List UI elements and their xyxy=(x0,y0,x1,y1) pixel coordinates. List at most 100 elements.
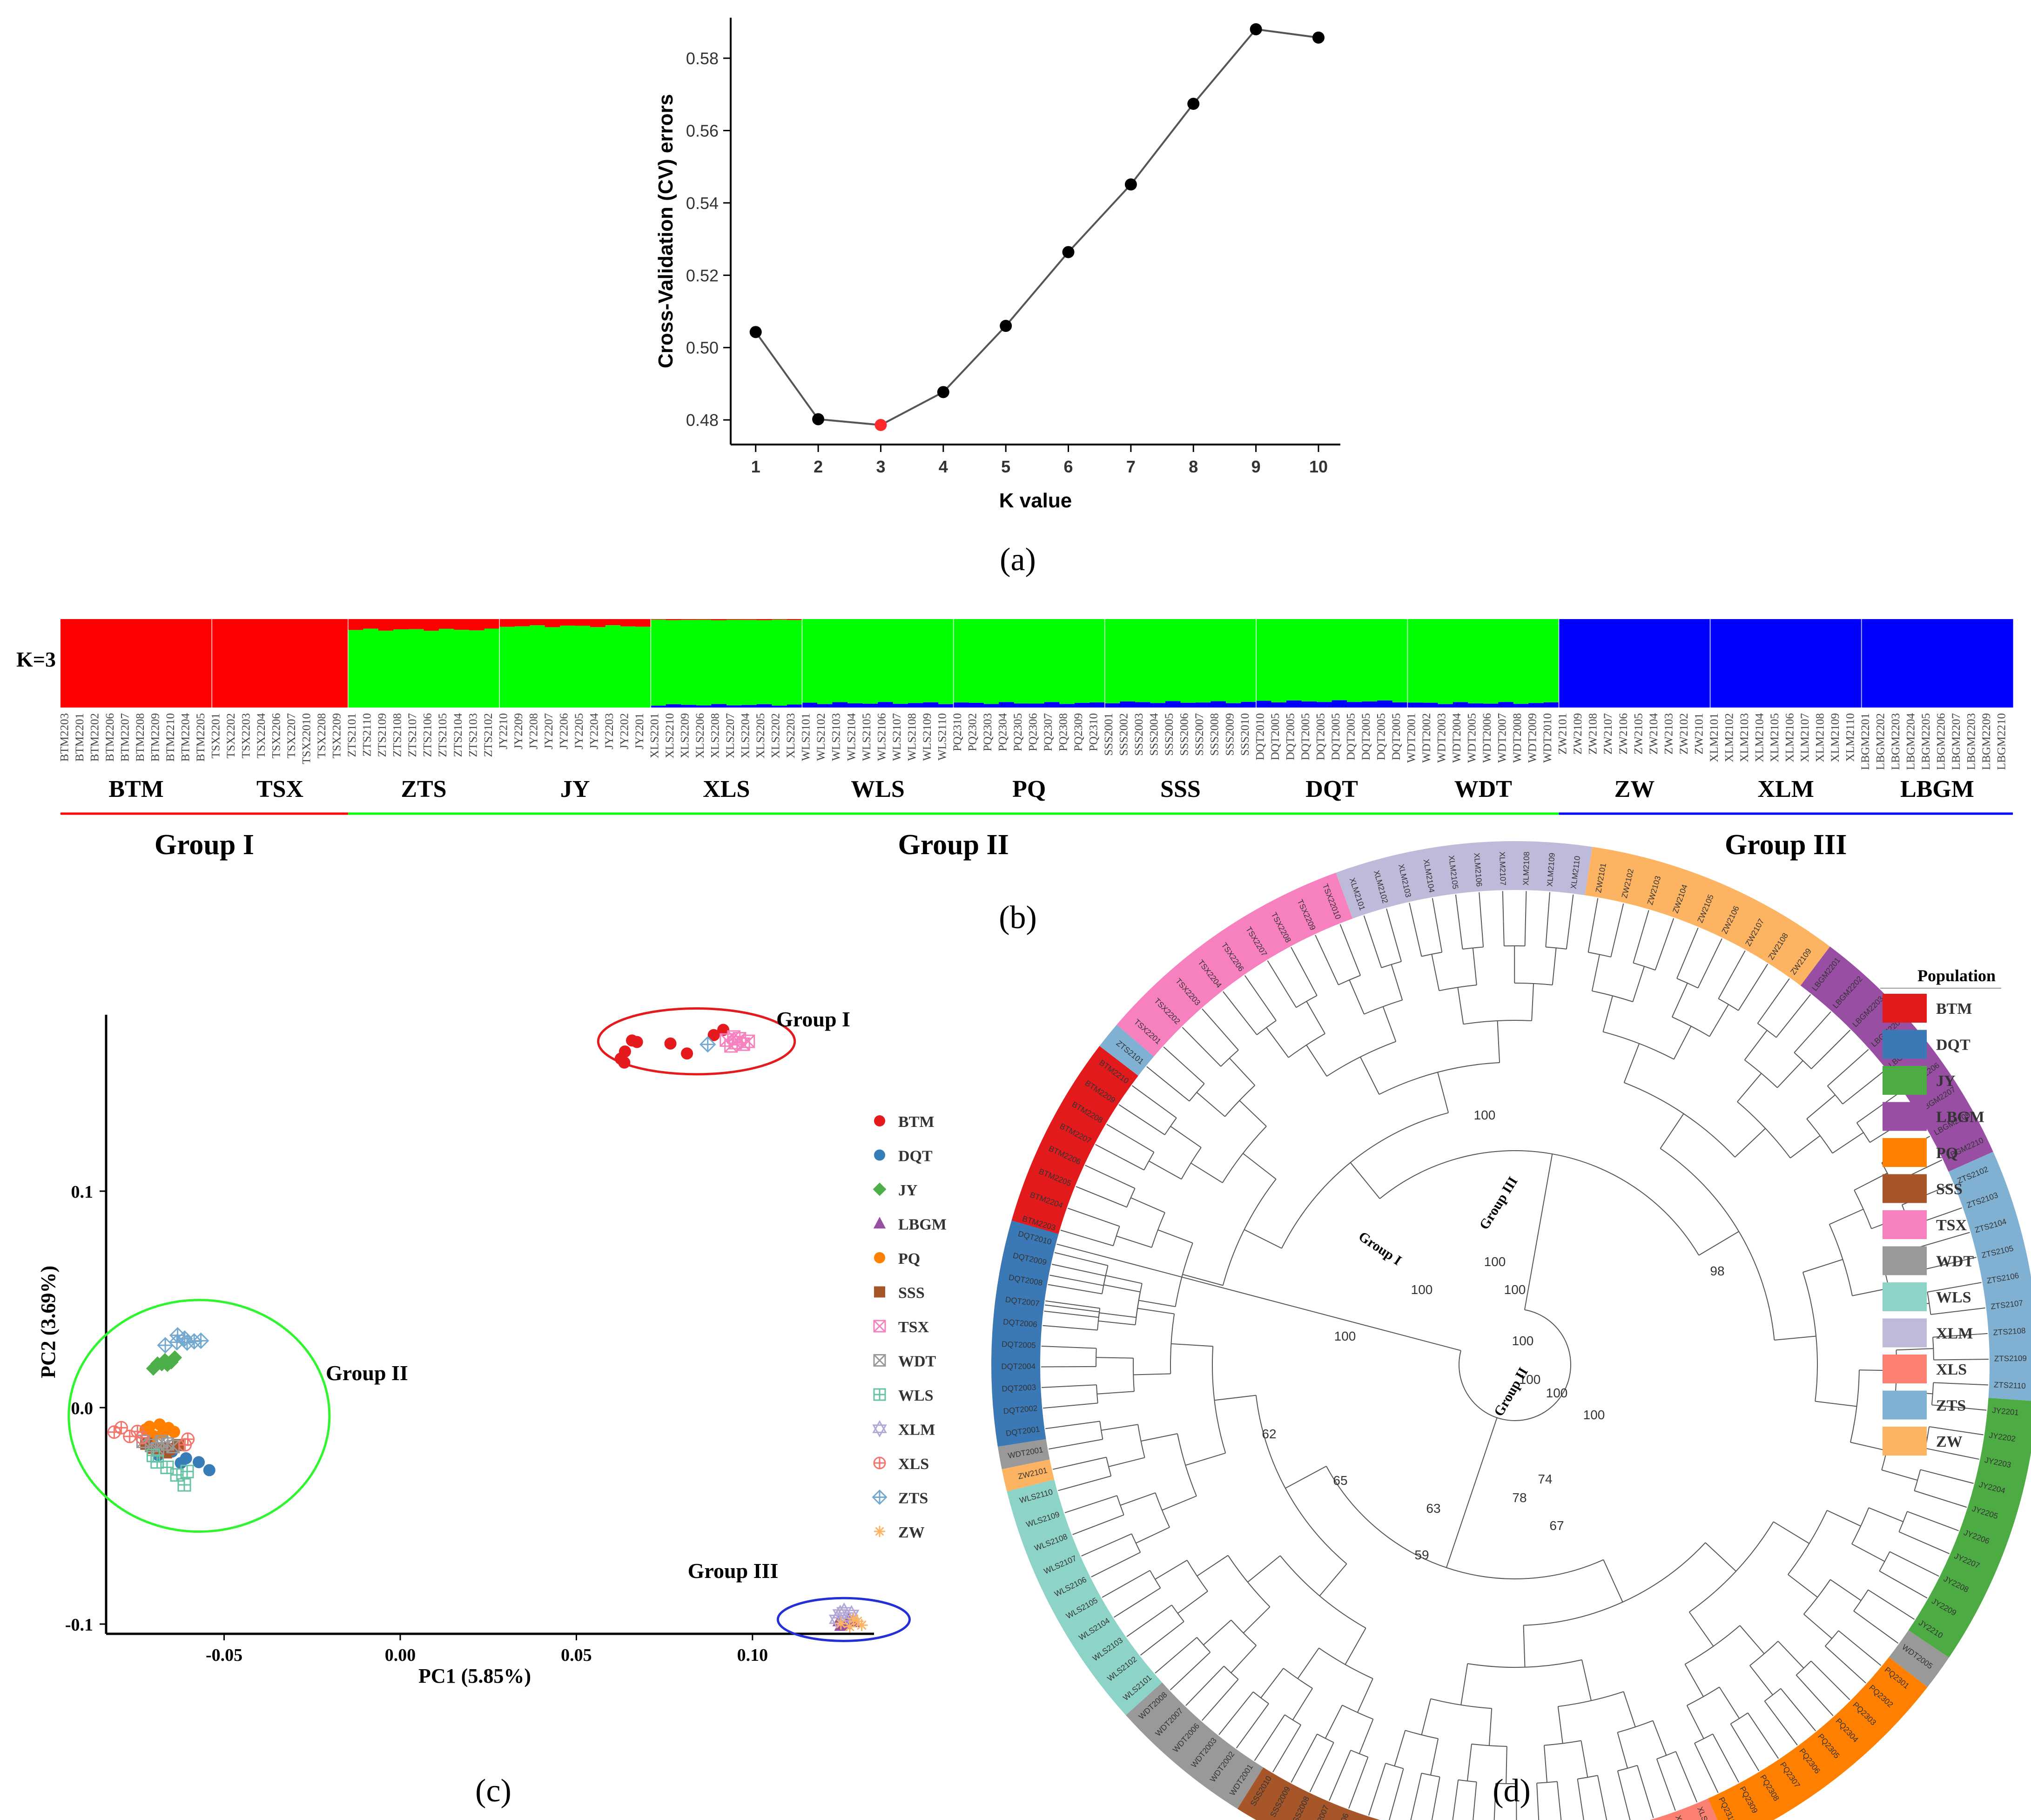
marker-shape xyxy=(874,1252,885,1263)
admix-bar-red xyxy=(711,619,727,620)
admix-bar-green xyxy=(424,631,439,708)
sample-label: LBGM2210 xyxy=(1996,713,2008,770)
pca-point-jy xyxy=(150,1356,165,1371)
tree-branch xyxy=(1777,1060,1803,1088)
tree-branch xyxy=(1933,1573,1939,1577)
tip-label: DQT2005 xyxy=(1002,1340,1036,1350)
x-tick-label: -0.05 xyxy=(206,1645,242,1665)
sample-label: ZW2102 xyxy=(1678,713,1690,755)
y-tick-label: -0.1 xyxy=(65,1615,93,1635)
bootstrap-value: 74 xyxy=(1538,1472,1552,1486)
sample-label: SSS2006 xyxy=(1178,713,1191,756)
admix-bar-blue xyxy=(999,702,1015,708)
admix-bar-blue xyxy=(938,704,954,708)
tree-branch xyxy=(1963,1257,1977,1261)
admix-bar-blue xyxy=(1498,702,1514,708)
admix-bar-blue xyxy=(1150,703,1166,708)
admix-bar-blue xyxy=(741,705,757,708)
tree-branch xyxy=(1953,1528,1959,1531)
legend-label: DQT xyxy=(898,1148,933,1165)
bootstrap-value: 59 xyxy=(1414,1548,1429,1562)
bootstrap-value: 63 xyxy=(1426,1501,1440,1516)
sample-label: WDT2003 xyxy=(1436,713,1448,763)
tree-branch xyxy=(1914,1490,1958,1505)
tree-branch xyxy=(1216,1025,1239,1051)
ring-segment-dqt xyxy=(991,1220,1059,1447)
pca-point-btm xyxy=(717,1024,730,1036)
sample-label: BTM2201 xyxy=(74,713,86,762)
tree-branch xyxy=(1827,1510,1861,1527)
sample-label: ZTS2108 xyxy=(391,713,404,757)
admix-bar-green xyxy=(651,620,666,706)
admix-bar-blue xyxy=(802,702,818,708)
admix-bar-blue xyxy=(1256,701,1272,708)
sample-label: LBGM2202 xyxy=(1875,713,1887,770)
tree-branch xyxy=(1432,898,1435,910)
tree-branch xyxy=(1118,1104,1125,1109)
population-label: XLM xyxy=(1758,776,1814,802)
tree-branch xyxy=(1421,1699,1432,1735)
tree-branch xyxy=(1964,1431,1984,1436)
tree-branch xyxy=(1291,947,1300,963)
legend-marker-sss xyxy=(874,1286,885,1298)
legend-label: WDT xyxy=(898,1353,936,1370)
sample-label: XLS2210 xyxy=(664,713,676,758)
tree-branch xyxy=(1241,1015,1258,1035)
tree-branch xyxy=(1372,941,1382,968)
legend-swatch-sss xyxy=(1883,1174,1927,1203)
tree-branch xyxy=(1473,1817,1474,1820)
marker-shape xyxy=(157,1353,172,1368)
tree-branch xyxy=(1292,1688,1313,1720)
tree-branch xyxy=(1671,1801,1676,1811)
legend-swatch-lbgm xyxy=(1883,1102,1927,1131)
sample-label: ZTS2106 xyxy=(422,713,434,757)
tree-branch xyxy=(1045,1425,1066,1429)
tree-branch xyxy=(1850,1442,1887,1451)
tree-branch xyxy=(1271,1714,1285,1735)
tree-branch xyxy=(1128,1570,1150,1584)
population-label: ZW xyxy=(1614,776,1655,802)
sample-label: ZTS2104 xyxy=(452,713,464,757)
sample-label: TSX2202 xyxy=(225,713,237,758)
legend-label: ZW xyxy=(1936,1433,1963,1450)
tree-branch xyxy=(1774,1335,1816,1341)
tree-branch xyxy=(1749,1665,1773,1695)
admix-bar-blue xyxy=(1180,702,1196,708)
admix-bar-green xyxy=(1483,619,1499,704)
tree-branch xyxy=(1414,927,1422,957)
tree-branch xyxy=(1244,1229,1282,1249)
tree-branch xyxy=(1076,1186,1079,1188)
legend-label: JY xyxy=(1936,1072,1956,1090)
tree-arc xyxy=(1624,1082,1735,1158)
admix-bar-blue xyxy=(1891,619,1907,708)
admix-bar-green xyxy=(635,627,651,708)
admix-bar-red xyxy=(317,619,333,708)
sample-label: LBGM2206 xyxy=(1935,713,1948,770)
group-label: Group II xyxy=(898,829,1009,861)
sample-label: WDT2004 xyxy=(1451,713,1463,763)
sample-label: ZW2107 xyxy=(1602,713,1614,755)
tree-arc xyxy=(1170,1314,1175,1374)
admix-bar-blue xyxy=(1014,703,1029,708)
tree-branch xyxy=(1285,1465,1327,1489)
tree-branch xyxy=(1120,1492,1156,1506)
sample-label: XLM2106 xyxy=(1783,713,1796,762)
tree-branch xyxy=(1088,1214,1120,1227)
x-tick-label: 5 xyxy=(1001,457,1010,476)
tree-branch xyxy=(1466,1744,1472,1781)
sample-label: PQ2304 xyxy=(996,713,1009,751)
tree-branch xyxy=(1299,962,1318,996)
sample-label: DQT2005 xyxy=(1375,713,1387,760)
tree-branch xyxy=(1049,1444,1075,1450)
tree-branch xyxy=(1543,1745,1548,1783)
k-label: K=3 xyxy=(16,647,56,671)
admix-bar-green xyxy=(438,628,455,708)
sample-label: TSX2209 xyxy=(331,713,343,758)
sample-label: PQ2308 xyxy=(1057,713,1070,751)
tree-branch xyxy=(1686,1778,1698,1803)
admix-bar-blue xyxy=(908,703,924,708)
sample-label: WLS2103 xyxy=(830,713,843,761)
tree-branch xyxy=(1744,1030,1768,1060)
bootstrap-value: 78 xyxy=(1512,1490,1527,1505)
admix-bar-blue xyxy=(817,704,833,708)
